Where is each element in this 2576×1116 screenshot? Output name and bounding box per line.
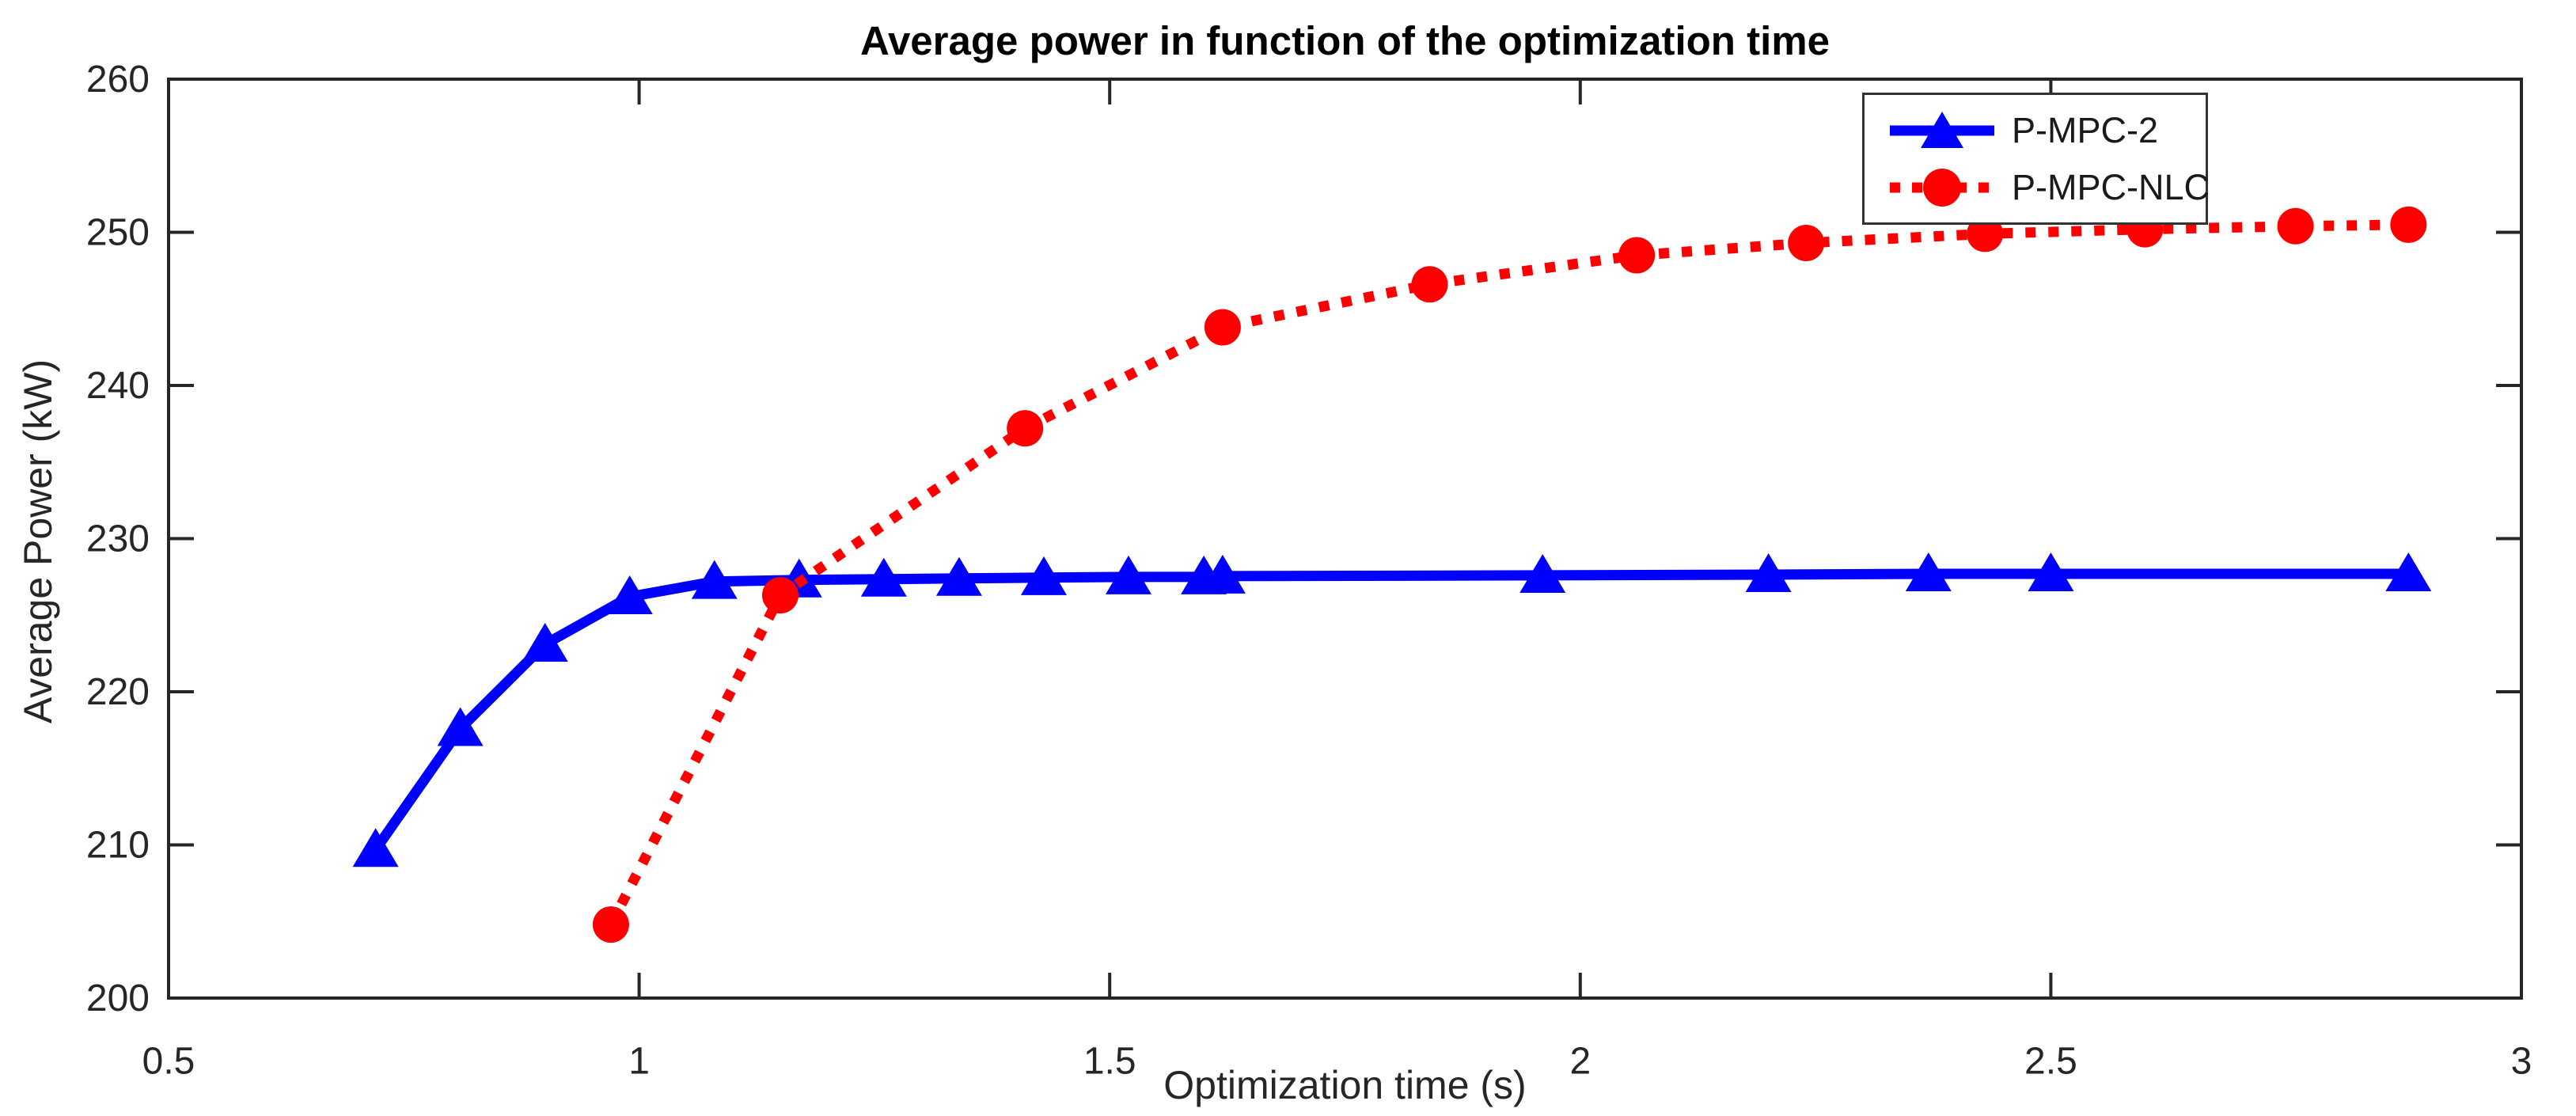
data-point-marker-triangle [1020,556,1067,595]
data-point-marker-triangle [1905,552,1952,592]
x-tick-label: 2 [1569,1041,1591,1083]
data-point-marker-circle [761,577,799,614]
x-tick-label: 3 [2511,1041,2532,1083]
data-point-marker-triangle [935,556,982,596]
legend-entry-pmpc2: P-MPC-2 [1887,105,2206,156]
series-line-p-mpc-2 [371,568,2409,853]
data-point-marker-triangle [522,623,568,662]
x-tick-label: 2.5 [2024,1041,2077,1083]
x-tick-label: 1.5 [1083,1041,1136,1083]
data-point-marker-triangle [1519,553,1566,593]
data-point-marker-circle [1007,410,1044,447]
data-point-marker-circle [1204,309,1241,346]
data-point-marker-circle [2390,206,2427,243]
data-point-marker-triangle [1105,555,1151,594]
legend-sample-solid-triangle-icon [1890,111,1994,148]
data-point-marker-triangle [1199,554,1246,594]
y-axis-label: Average Power (kW) [16,359,60,724]
data-point-marker-triangle [352,828,399,867]
data-point-marker-triangle [691,560,738,599]
data-point-marker-triangle [1745,552,1792,592]
x-tick-label: 0.5 [142,1041,195,1083]
data-point-marker-circle [1788,225,1825,262]
y-tick-label: 250 [86,212,150,254]
data-point-marker-triangle [437,707,484,746]
data-point-marker-circle [592,906,629,943]
legend-label-pmpc2: P-MPC-2 [2012,109,2159,150]
data-point-marker-circle [2277,207,2314,245]
y-tick-label: 230 [86,518,150,560]
legend-sample-dotted-circle-icon [1890,168,1994,207]
legend-label-pmpcnlc: P-MPC-NLC [2012,166,2210,207]
legend-entry-pmpcnlc: P-MPC-NLC [1887,162,2210,213]
x-axis-label: Optimization time (s) [1163,1063,1527,1107]
y-tick-label: 240 [86,365,150,407]
y-tick-label: 200 [86,977,150,1019]
y-tick-label: 260 [86,59,150,101]
data-point-marker-triangle [2385,552,2432,592]
data-point-marker-triangle [606,575,653,615]
data-point-marker-triangle [860,557,907,597]
y-tick-label: 210 [86,825,150,867]
legend: P-MPC-2 P-MPC-NLC [1862,93,2210,225]
data-point-marker-triangle [2028,552,2074,592]
chart-title: Average power in function of the optimiz… [860,18,1830,63]
y-tick-label: 220 [86,671,150,713]
data-point-marker-circle [1618,237,1656,274]
x-tick-label: 1 [628,1041,650,1083]
data-point-marker-circle [1411,266,1448,303]
